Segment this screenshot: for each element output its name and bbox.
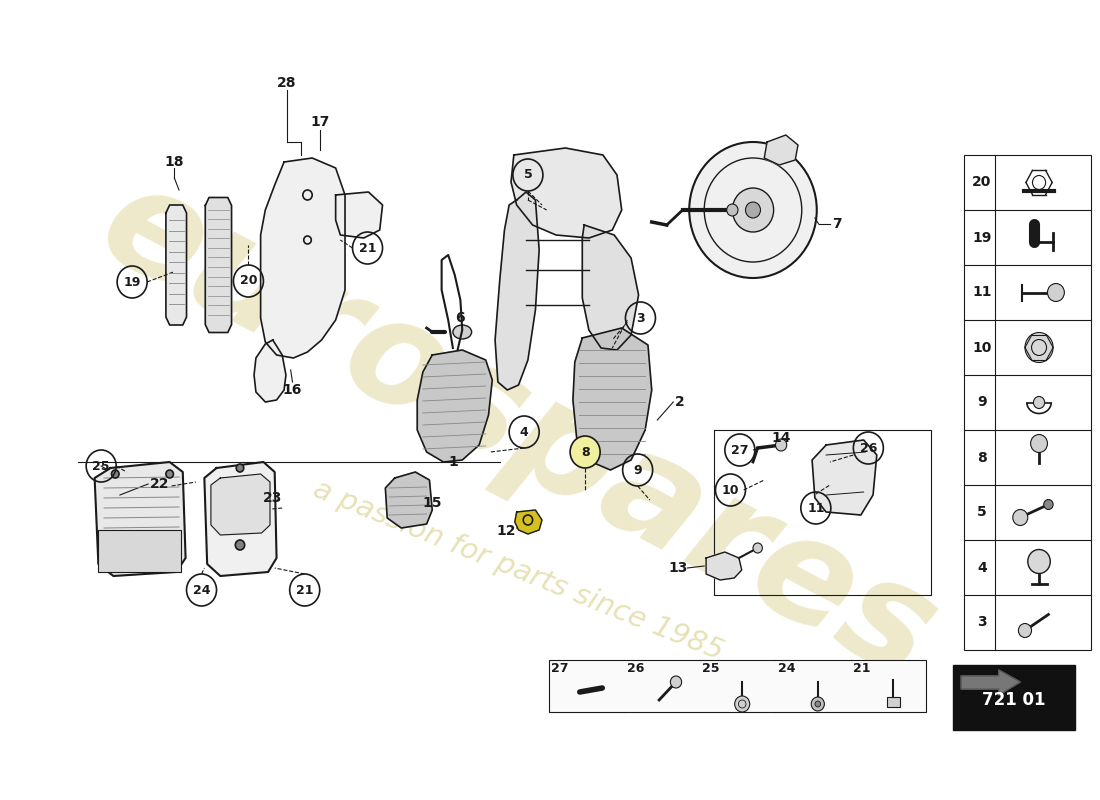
Bar xyxy=(964,155,1090,650)
Text: 14: 14 xyxy=(771,431,791,445)
Circle shape xyxy=(1027,550,1050,574)
Polygon shape xyxy=(961,670,1021,695)
Text: 4: 4 xyxy=(520,426,528,438)
Polygon shape xyxy=(205,462,276,576)
Text: 5: 5 xyxy=(524,169,532,182)
Text: eurospares: eurospares xyxy=(78,151,959,709)
Polygon shape xyxy=(812,440,877,515)
Text: 10: 10 xyxy=(972,341,991,354)
Circle shape xyxy=(733,188,773,232)
Text: 17: 17 xyxy=(310,115,329,129)
Polygon shape xyxy=(764,135,798,165)
Circle shape xyxy=(815,701,821,707)
Text: 26: 26 xyxy=(860,442,877,454)
Bar xyxy=(887,697,900,707)
Polygon shape xyxy=(206,198,231,333)
Circle shape xyxy=(776,439,786,451)
Text: 7: 7 xyxy=(833,217,843,231)
Text: 8: 8 xyxy=(581,446,590,458)
Circle shape xyxy=(1025,333,1053,362)
Circle shape xyxy=(236,464,244,472)
Text: 15: 15 xyxy=(422,496,442,510)
Text: 25: 25 xyxy=(92,459,110,473)
Circle shape xyxy=(1047,283,1065,302)
Text: 9: 9 xyxy=(634,463,642,477)
Polygon shape xyxy=(495,192,539,390)
Bar xyxy=(549,660,926,712)
Circle shape xyxy=(727,204,738,216)
Circle shape xyxy=(111,470,119,478)
Text: 20: 20 xyxy=(972,175,991,190)
Text: 1: 1 xyxy=(448,455,458,469)
Text: 26: 26 xyxy=(627,662,645,675)
Text: 18: 18 xyxy=(165,155,184,169)
Text: 16: 16 xyxy=(283,383,302,397)
Text: 11: 11 xyxy=(807,502,825,514)
Text: 721 01: 721 01 xyxy=(982,691,1045,709)
Polygon shape xyxy=(582,225,639,350)
Text: 24: 24 xyxy=(192,583,210,597)
Text: 2: 2 xyxy=(675,395,684,409)
Circle shape xyxy=(670,676,682,688)
Text: 8: 8 xyxy=(977,450,987,465)
Polygon shape xyxy=(211,474,270,535)
Text: a passion for parts since 1985: a passion for parts since 1985 xyxy=(309,474,728,666)
Circle shape xyxy=(690,142,817,278)
Text: 10: 10 xyxy=(722,483,739,497)
Text: 9: 9 xyxy=(977,395,987,410)
Text: 21: 21 xyxy=(854,662,871,675)
Text: 21: 21 xyxy=(296,583,314,597)
Ellipse shape xyxy=(453,325,472,339)
Text: 12: 12 xyxy=(496,524,516,538)
Text: 13: 13 xyxy=(669,561,688,575)
Text: 19: 19 xyxy=(972,230,991,245)
Polygon shape xyxy=(417,350,493,462)
Polygon shape xyxy=(95,462,186,576)
Bar xyxy=(98,530,180,572)
Text: 21: 21 xyxy=(359,242,376,254)
Polygon shape xyxy=(261,158,345,358)
Polygon shape xyxy=(385,472,432,528)
Polygon shape xyxy=(706,552,741,580)
Text: 6: 6 xyxy=(454,311,464,325)
Text: 23: 23 xyxy=(263,491,283,505)
Circle shape xyxy=(235,540,244,550)
Circle shape xyxy=(166,470,174,478)
Circle shape xyxy=(1033,397,1045,409)
Polygon shape xyxy=(515,510,542,534)
Circle shape xyxy=(811,697,824,711)
Text: 4: 4 xyxy=(977,561,987,574)
Polygon shape xyxy=(336,192,383,238)
Text: 5: 5 xyxy=(977,506,987,519)
Polygon shape xyxy=(512,148,621,238)
Polygon shape xyxy=(254,340,286,402)
Text: 3: 3 xyxy=(636,311,645,325)
Text: 25: 25 xyxy=(702,662,719,675)
Circle shape xyxy=(1019,623,1032,638)
Text: 22: 22 xyxy=(150,477,169,491)
Bar xyxy=(953,665,1075,730)
Text: 11: 11 xyxy=(972,286,991,299)
Circle shape xyxy=(754,543,762,553)
Text: 3: 3 xyxy=(977,615,987,630)
Circle shape xyxy=(1031,434,1047,453)
Text: 27: 27 xyxy=(551,662,569,675)
Text: 20: 20 xyxy=(240,274,257,287)
Circle shape xyxy=(1013,510,1027,526)
Text: 19: 19 xyxy=(123,275,141,289)
Polygon shape xyxy=(166,205,187,325)
Text: 28: 28 xyxy=(277,76,297,90)
Circle shape xyxy=(735,696,750,712)
Circle shape xyxy=(746,202,760,218)
Circle shape xyxy=(570,436,601,468)
Polygon shape xyxy=(573,328,651,470)
Circle shape xyxy=(1044,499,1053,510)
Text: 27: 27 xyxy=(732,443,749,457)
Text: 24: 24 xyxy=(778,662,795,675)
